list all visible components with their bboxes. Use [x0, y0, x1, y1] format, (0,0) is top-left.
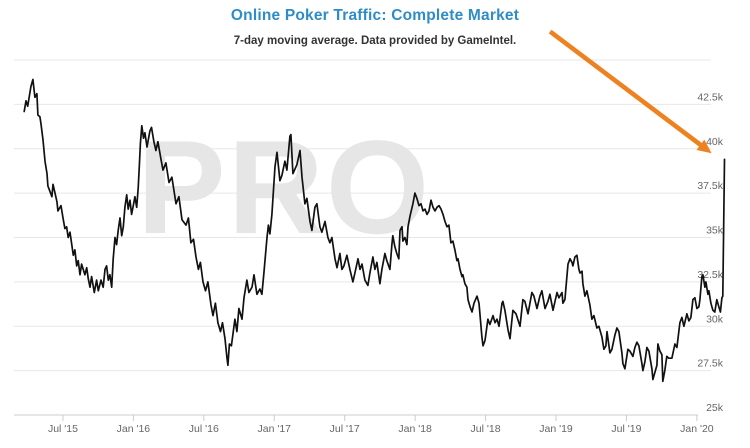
traffic-series-line	[23, 78, 726, 383]
gridlines	[14, 59, 711, 416]
svg-text:Jan '20: Jan '20	[680, 423, 714, 435]
annotation-arrow-icon	[548, 29, 712, 154]
svg-text:42.5k: 42.5k	[697, 91, 723, 103]
svg-text:37.5k: 37.5k	[697, 180, 723, 192]
svg-text:Jan '19: Jan '19	[539, 423, 573, 435]
svg-text:Jul '16: Jul '16	[189, 423, 219, 435]
chart-title: Online Poker Traffic: Complete Market	[230, 7, 520, 24]
svg-text:Jul '18: Jul '18	[471, 423, 501, 435]
svg-text:Jul '15: Jul '15	[48, 423, 78, 435]
svg-text:Jan '16: Jan '16	[117, 423, 151, 435]
svg-text:27.5k: 27.5k	[697, 358, 723, 370]
svg-text:35k: 35k	[706, 225, 724, 237]
svg-text:Jul '19: Jul '19	[611, 423, 641, 435]
svg-text:30k: 30k	[706, 313, 724, 325]
svg-text:Jan '18: Jan '18	[398, 423, 432, 435]
svg-text:40k: 40k	[706, 136, 724, 148]
svg-text:25k: 25k	[706, 402, 724, 414]
chart-subtitle: 7-day moving average. Data provided by G…	[233, 35, 517, 47]
pro-watermark: PRO	[137, 114, 431, 262]
svg-text:Jan '17: Jan '17	[257, 423, 291, 435]
svg-text:Jul '17: Jul '17	[330, 423, 360, 435]
